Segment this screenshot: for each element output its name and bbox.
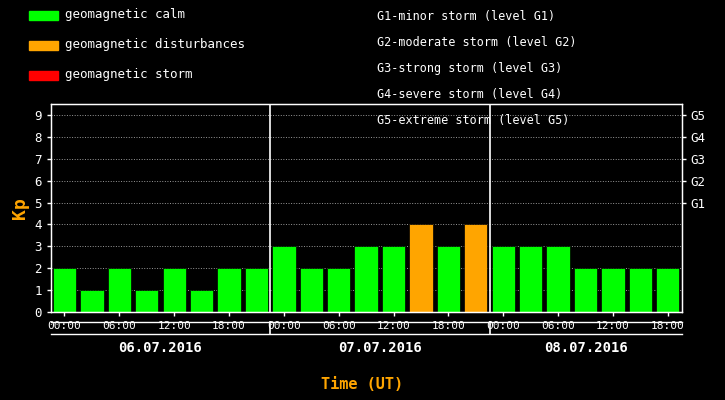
Bar [53,268,76,312]
Bar [410,224,433,312]
Text: Time (UT): Time (UT) [321,377,404,392]
Bar [519,246,542,312]
Y-axis label: Kp: Kp [11,197,29,219]
Bar [107,268,131,312]
Bar [656,268,679,312]
Bar [162,268,186,312]
Text: geomagnetic storm: geomagnetic storm [65,68,193,81]
Bar [245,268,268,312]
Bar [629,268,652,312]
Bar [190,290,213,312]
Text: 06.07.2016: 06.07.2016 [119,341,202,355]
Bar [272,246,296,312]
Text: G1-minor storm (level G1): G1-minor storm (level G1) [377,10,555,23]
Text: geomagnetic disturbances: geomagnetic disturbances [65,38,245,51]
Bar [80,290,104,312]
Bar [464,224,487,312]
Text: G5-extreme storm (level G5): G5-extreme storm (level G5) [377,114,569,127]
Bar [299,268,323,312]
Text: geomagnetic calm: geomagnetic calm [65,8,186,21]
Bar [355,246,378,312]
Bar [601,268,625,312]
Bar [135,290,158,312]
Bar [382,246,405,312]
Text: G2-moderate storm (level G2): G2-moderate storm (level G2) [377,36,576,49]
Text: 07.07.2016: 07.07.2016 [338,341,422,355]
Bar [547,246,570,312]
Text: 08.07.2016: 08.07.2016 [544,341,627,355]
Bar [492,246,515,312]
Bar [327,268,350,312]
Bar [574,268,597,312]
Text: G3-strong storm (level G3): G3-strong storm (level G3) [377,62,563,75]
Bar [436,246,460,312]
Bar [218,268,241,312]
Text: G4-severe storm (level G4): G4-severe storm (level G4) [377,88,563,101]
